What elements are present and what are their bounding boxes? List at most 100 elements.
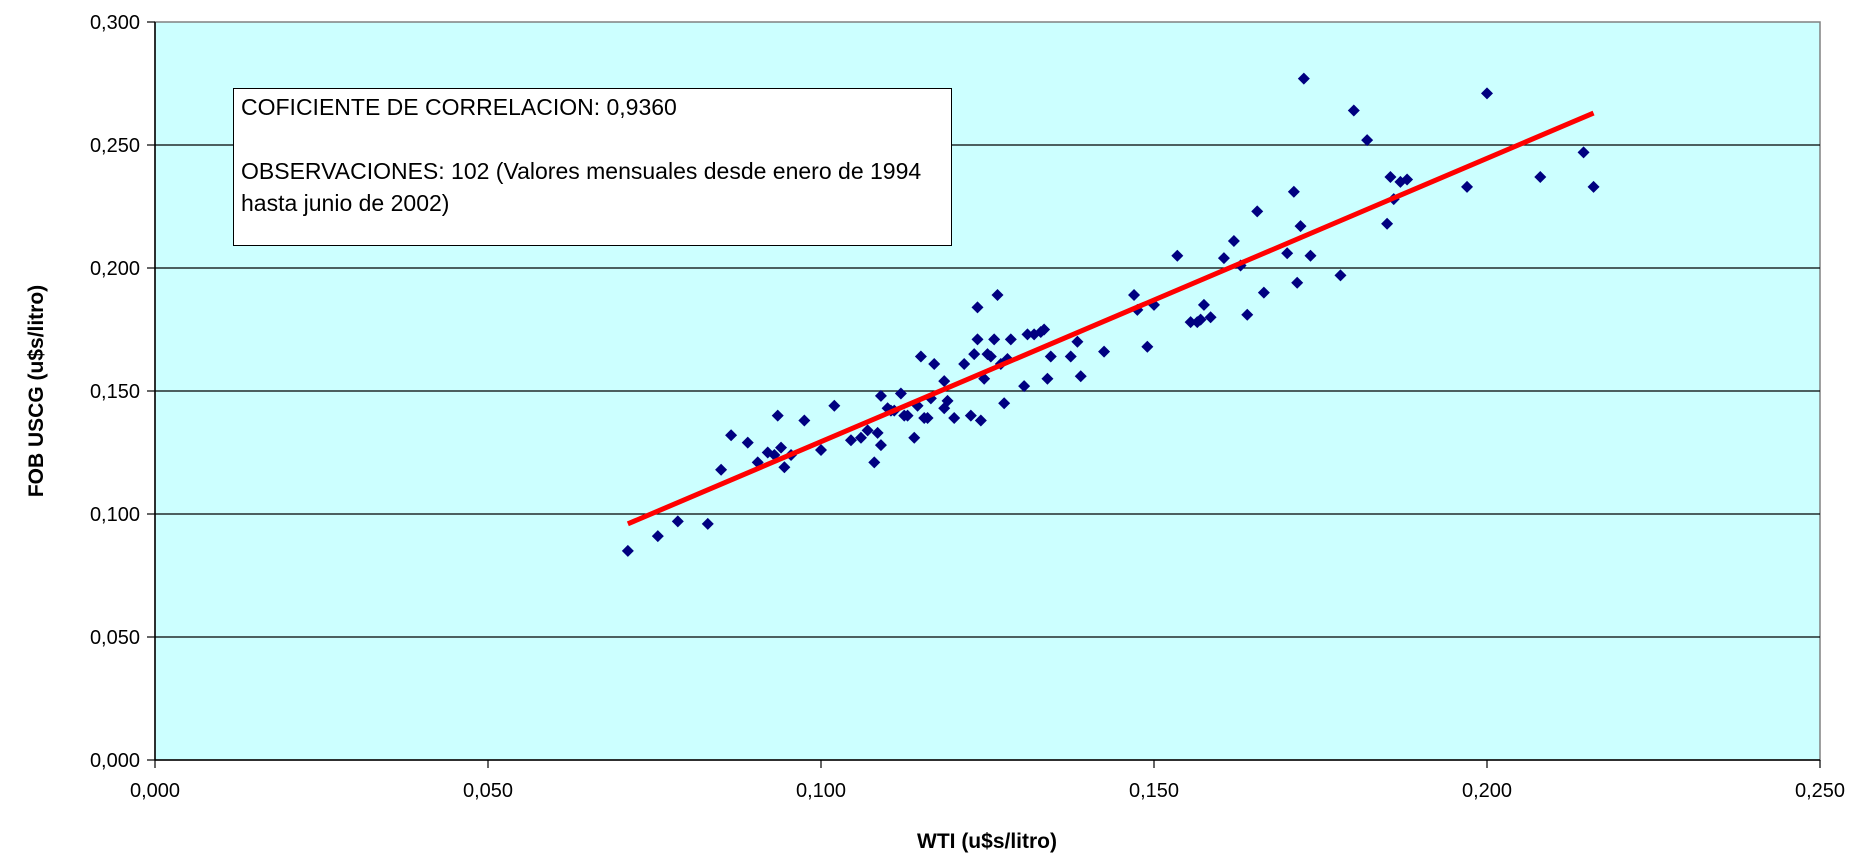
data-point	[948, 412, 961, 425]
data-point	[1044, 350, 1057, 363]
data-point	[1281, 247, 1294, 260]
spacer	[241, 123, 944, 155]
data-point	[715, 463, 728, 476]
x-tick-labels: 0,000 0,050 0,100 0,150 0,200 0,250	[130, 780, 1845, 802]
data-point	[1294, 220, 1307, 233]
data-point	[1128, 289, 1141, 302]
correlation-annotation-box: COFICIENTE DE CORRELACION: 0,9360 OBSERV…	[233, 88, 952, 246]
data-point	[958, 357, 971, 370]
data-point	[871, 426, 884, 439]
data-point	[1241, 308, 1254, 321]
trendline	[626, 110, 1595, 527]
data-point	[901, 409, 914, 422]
data-point	[921, 412, 934, 425]
y-tick-label: 0,100	[90, 504, 140, 526]
data-point	[798, 414, 811, 427]
data-point	[1064, 350, 1077, 363]
x-tick-label: 0,100	[796, 780, 846, 802]
data-point	[1041, 372, 1054, 385]
data-point	[621, 544, 634, 557]
data-point	[861, 424, 874, 437]
data-point	[1098, 345, 1111, 358]
data-point	[938, 375, 951, 388]
data-point	[1141, 340, 1154, 353]
correlation-text: COFICIENTE DE CORRELACION: 0,9360	[241, 94, 677, 120]
data-point	[1587, 180, 1600, 193]
data-point	[701, 517, 714, 530]
x-tick-label: 0,000	[130, 780, 180, 802]
data-point	[1197, 298, 1210, 311]
observations-text: OBSERVACIONES: 102 (Valores mensuales de…	[241, 158, 922, 216]
x-axis-title: WTI (u$s/litro)	[917, 830, 1057, 853]
data-point	[1184, 316, 1197, 329]
y-tick-label: 0,250	[90, 135, 140, 157]
data-point	[971, 333, 984, 346]
data-point	[725, 429, 738, 442]
data-point	[778, 461, 791, 474]
data-point	[1381, 217, 1394, 230]
data-point	[894, 387, 907, 400]
data-point	[974, 414, 987, 427]
data-point	[815, 444, 827, 457]
data-point	[828, 399, 841, 412]
data-point	[874, 439, 887, 452]
data-point	[1004, 333, 1017, 346]
data-point	[868, 456, 881, 469]
data-point	[1227, 234, 1240, 247]
data-point	[1251, 205, 1264, 218]
data-point	[671, 515, 684, 528]
x-tick-label: 0,150	[1129, 780, 1179, 802]
data-point	[1361, 134, 1374, 147]
y-tick-label: 0,300	[90, 12, 140, 34]
data-point	[844, 434, 857, 447]
data-point	[1304, 249, 1317, 262]
y-tick-label: 0,150	[90, 381, 140, 403]
data-point	[1384, 170, 1397, 183]
data-point	[1194, 313, 1207, 326]
y-tick-label: 0,000	[90, 750, 140, 772]
data-point	[775, 441, 788, 454]
data-point	[998, 397, 1011, 410]
data-point	[1074, 370, 1087, 383]
data-point	[1171, 249, 1184, 262]
data-point	[1401, 173, 1414, 186]
data-point	[971, 301, 984, 314]
data-point	[984, 350, 997, 363]
data-point	[1577, 146, 1590, 159]
data-point	[1291, 276, 1304, 289]
data-point	[771, 409, 784, 422]
axes	[147, 21, 1821, 768]
data-points	[621, 72, 1600, 557]
data-point	[1038, 323, 1051, 336]
data-point	[1217, 252, 1230, 265]
trendline-group	[626, 110, 1595, 527]
data-point	[968, 348, 981, 361]
data-point	[1347, 104, 1360, 117]
data-point	[908, 431, 921, 444]
x-tick-label: 0,050	[463, 780, 513, 802]
data-point	[1257, 286, 1270, 299]
y-tick-label: 0,200	[90, 258, 140, 280]
data-point	[914, 350, 927, 363]
data-point	[1021, 328, 1034, 341]
data-point	[1481, 87, 1493, 100]
data-point	[1287, 185, 1300, 198]
x-tick-label: 0,250	[1795, 780, 1845, 802]
y-axis-title: FOB USCG (u$s/litro)	[25, 285, 48, 497]
x-tick-label: 0,200	[1462, 780, 1512, 802]
data-point	[1018, 380, 1031, 393]
y-tick-labels: 0,000 0,050 0,100 0,150 0,200 0,250 0,300	[90, 12, 140, 772]
data-point	[1071, 335, 1084, 348]
data-point	[1204, 311, 1217, 324]
data-point	[941, 394, 954, 407]
data-point	[1461, 180, 1474, 193]
data-point	[854, 431, 867, 444]
data-point	[1334, 269, 1347, 282]
data-point	[1534, 170, 1547, 183]
y-tick-label: 0,050	[90, 627, 140, 649]
data-point	[991, 289, 1004, 302]
data-point	[964, 409, 977, 422]
data-point	[1297, 72, 1310, 85]
data-point	[928, 357, 941, 370]
